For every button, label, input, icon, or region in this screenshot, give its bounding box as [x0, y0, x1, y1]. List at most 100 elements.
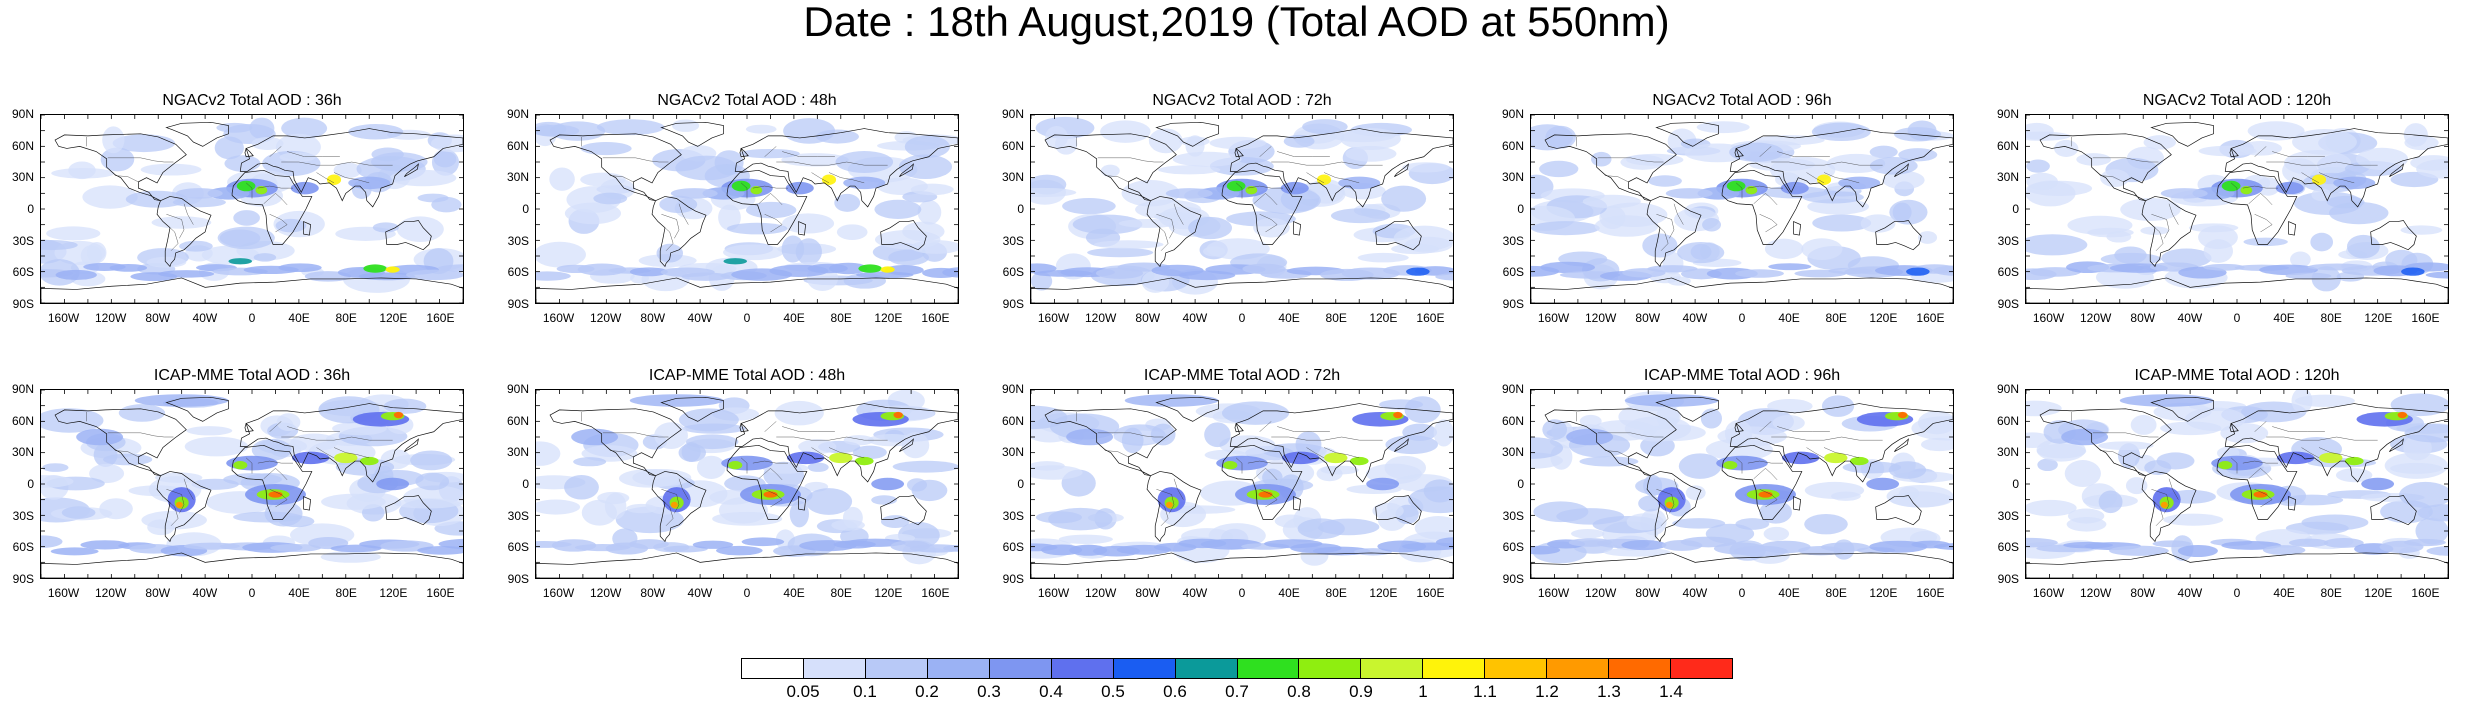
- aod-blob: [1435, 537, 1453, 548]
- country-border: [114, 450, 139, 458]
- lon-tick-label: 120E: [1869, 586, 1898, 600]
- aod-blob: [2291, 390, 2313, 414]
- aod-blob: [1665, 501, 1673, 509]
- aod-blob: [1281, 451, 1320, 465]
- aod-blob: [1869, 157, 1918, 175]
- aod-blob: [888, 249, 930, 266]
- aod-blob: [2243, 237, 2288, 247]
- lat-tick-label: 30S: [1997, 233, 2019, 248]
- lon-tick-label: 120E: [874, 586, 903, 600]
- aod-blob: [781, 235, 805, 263]
- aod-blob: [1165, 501, 1173, 509]
- aod-blob: [1804, 481, 1865, 499]
- country-border: [1771, 436, 1883, 441]
- country-border: [678, 203, 689, 225]
- aod-blob: [1571, 529, 1605, 539]
- aod-blob: [50, 547, 99, 556]
- aod-blob: [871, 495, 898, 505]
- colorbar-box: [865, 659, 928, 678]
- aod-blob: [763, 491, 778, 498]
- aod-blob: [871, 477, 905, 491]
- lon-tick-label: 0: [248, 586, 256, 600]
- aod-blob: [2275, 181, 2304, 195]
- aod-blob: [2247, 121, 2305, 141]
- lon-tick-label: 40E: [1278, 586, 1300, 600]
- aod-blob: [1620, 154, 1665, 170]
- lon-tick-label: 120W: [1584, 586, 1617, 600]
- country-border: [764, 421, 777, 432]
- lat-tick-label: 30S: [12, 233, 34, 248]
- aod-blob: [1898, 148, 1938, 162]
- coastline: [1375, 220, 1422, 251]
- colorbar-label: 1.3: [1597, 682, 1621, 701]
- aod-blob: [2120, 198, 2181, 221]
- lat-tick-label: 0: [1517, 202, 1524, 216]
- aod-blob: [626, 503, 657, 514]
- aod-blob: [2240, 186, 2253, 195]
- aod-blob: [629, 394, 724, 407]
- aod-blob: [596, 119, 665, 136]
- aod-blob: [1672, 518, 1726, 529]
- lon-tick-label: 40W: [192, 311, 218, 325]
- country-border: [1777, 426, 1830, 432]
- aod-blob: [2425, 271, 2448, 279]
- aod-blob: [2280, 494, 2344, 506]
- aod-blob: [1764, 238, 1804, 260]
- country-border: [257, 460, 294, 464]
- country-border: [1735, 457, 1743, 474]
- aod-blob: [1100, 120, 1151, 143]
- country-border: [1173, 478, 1184, 500]
- aod-blob: [1349, 456, 1369, 466]
- country-border: [1659, 227, 1669, 251]
- aod-blob: [1406, 267, 1430, 276]
- aod-blob: [2109, 545, 2169, 556]
- aod-blob: [1135, 199, 1202, 220]
- aod-blob: [1066, 428, 1114, 446]
- aod-blob: [251, 136, 284, 151]
- aod-blob: [1860, 214, 1896, 233]
- country-border: [661, 214, 680, 239]
- lat-tick-label: 30S: [1002, 233, 1024, 248]
- lon-tick-label: 160E: [2411, 311, 2440, 325]
- colorbar-box: [1113, 659, 1176, 678]
- aod-blob: [1897, 411, 1908, 419]
- aod-blob: [1801, 238, 1843, 261]
- aod-blob: [1366, 477, 1400, 491]
- country-border: [2272, 426, 2325, 432]
- lat-tick-label: 90N: [1001, 107, 1024, 121]
- aod-blob: [1665, 188, 1713, 199]
- country-border: [2230, 457, 2238, 474]
- coastline: [165, 396, 229, 422]
- colorbar-label: 0.7: [1225, 682, 1249, 701]
- colorbar-box: [803, 659, 866, 678]
- lon-tick-label: 160W: [1037, 586, 1070, 600]
- aod-blob: [431, 149, 460, 176]
- coastline: [1655, 396, 1719, 422]
- aod-blob: [2163, 513, 2224, 526]
- aod-blob: [1258, 491, 1273, 498]
- coastline: [2389, 163, 2404, 177]
- lon-tick-label: 40W: [687, 586, 713, 600]
- country-border: [169, 227, 179, 251]
- coastline: [2141, 471, 2197, 543]
- coastline: [1044, 408, 1177, 477]
- aod-blob: [1433, 419, 1453, 447]
- lat-tick-label: 0: [2012, 202, 2019, 216]
- aod-blob: [1781, 451, 1820, 465]
- country-border: [2254, 421, 2267, 432]
- aod-blob: [2259, 264, 2318, 276]
- lon-tick-label: 80W: [1135, 311, 1161, 325]
- aod-blob: [2218, 461, 2233, 470]
- lat-tick-label: 90N: [506, 382, 529, 396]
- map-panel: NGACv2 Total AOD : 120h 90N 60N 30N 0 30S 60S 9…: [1985, 92, 2449, 342]
- coastline: [660, 396, 724, 422]
- lon-tick-label: 40E: [1778, 586, 1800, 600]
- country-border: [764, 146, 777, 157]
- aod-blob: [829, 262, 868, 275]
- coastline: [651, 196, 707, 268]
- country-border: [1323, 447, 1360, 459]
- country-border: [740, 457, 748, 474]
- coastlines: [1531, 121, 1953, 303]
- aod-blob: [2067, 215, 2133, 235]
- aod-blob: [2160, 501, 2168, 509]
